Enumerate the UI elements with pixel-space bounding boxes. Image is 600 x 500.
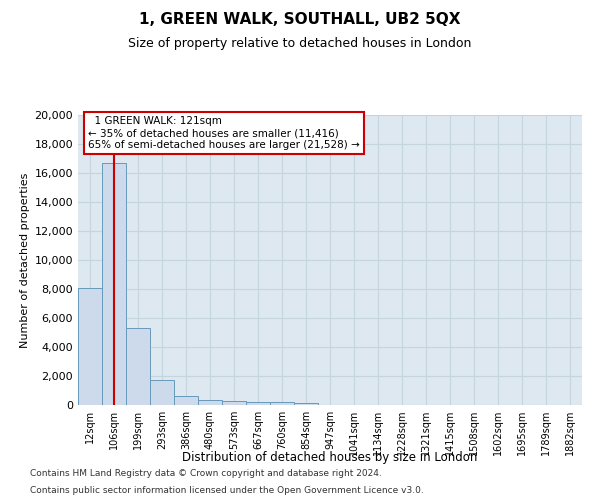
Bar [222,401,246,405]
Bar [198,400,222,405]
Bar [150,380,174,405]
Bar [102,163,126,405]
Text: Size of property relative to detached houses in London: Size of property relative to detached ho… [128,38,472,51]
Text: Contains public sector information licensed under the Open Government Licence v3: Contains public sector information licen… [30,486,424,495]
Text: 1 GREEN WALK: 121sqm
← 35% of detached houses are smaller (11,416)
65% of semi-d: 1 GREEN WALK: 121sqm ← 35% of detached h… [88,116,360,150]
Text: 1, GREEN WALK, SOUTHALL, UB2 5QX: 1, GREEN WALK, SOUTHALL, UB2 5QX [139,12,461,28]
Bar [270,402,294,405]
Bar [294,402,318,405]
Text: Contains HM Land Registry data © Crown copyright and database right 2024.: Contains HM Land Registry data © Crown c… [30,468,382,477]
Y-axis label: Number of detached properties: Number of detached properties [20,172,31,348]
Bar [246,402,270,405]
Bar [78,288,102,405]
Bar [174,396,198,405]
Text: Distribution of detached houses by size in London: Distribution of detached houses by size … [182,451,478,464]
Bar [126,328,150,405]
